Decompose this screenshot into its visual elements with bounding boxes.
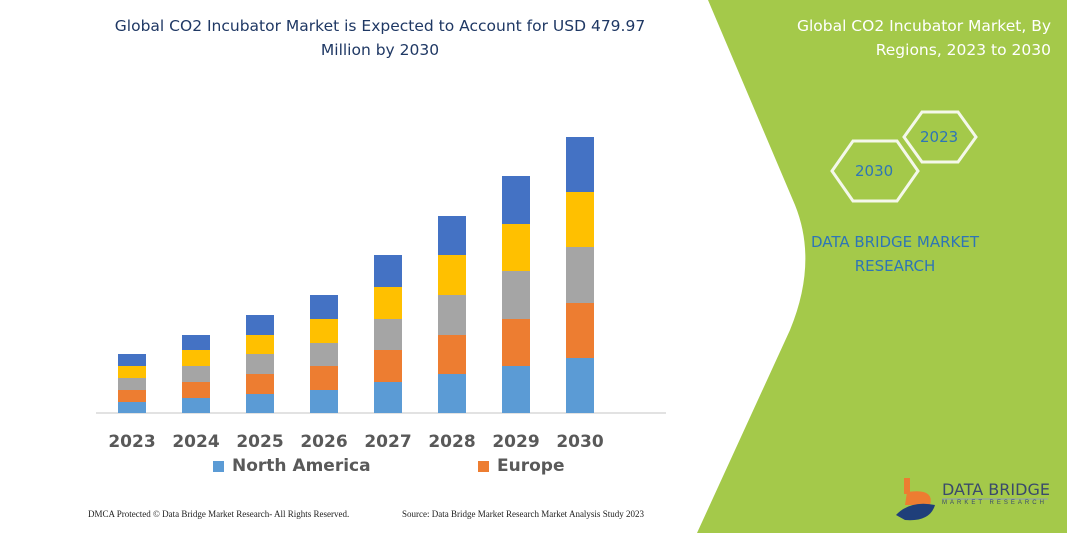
x-tick-label: 2025	[236, 432, 283, 452]
legend-swatch	[213, 460, 224, 472]
bar-segment-2028-s1	[438, 335, 466, 374]
bar-segment-2024-s3	[182, 350, 210, 366]
bar-segment-2027-s3	[374, 287, 402, 319]
footer-source: Source: Data Bridge Market Research Mark…	[402, 509, 644, 519]
bar-segment-2023-s4	[118, 354, 146, 366]
legend-label: Europe	[497, 456, 565, 476]
bar-segment-2025-s3	[246, 335, 274, 354]
bar-segment-2027-s0	[374, 382, 402, 413]
bar-segment-2025-s0	[246, 394, 274, 413]
bar-segment-2030-s1	[566, 303, 594, 358]
bar-segment-2023-s1	[118, 390, 146, 402]
bar-segment-2027-s1	[374, 350, 402, 382]
bar-segment-2025-s2	[246, 354, 274, 374]
bar-segment-2026-s2	[310, 343, 338, 366]
bar-segment-2029-s3	[502, 224, 530, 271]
footer-copyright: DMCA Protected © Data Bridge Market Rese…	[88, 509, 350, 519]
bar-segment-2026-s0	[310, 390, 338, 413]
bar-segment-2028-s0	[438, 374, 466, 413]
bar-segment-2023-s2	[118, 378, 146, 390]
x-tick-label: 2027	[364, 432, 411, 452]
logo-name: DATA BRIDGE	[942, 480, 1050, 499]
bar-segment-2024-s4	[182, 335, 210, 350]
bar-segment-2024-s2	[182, 366, 210, 382]
bar-segment-2030-s0	[566, 358, 594, 413]
hexagon-2023	[902, 110, 978, 164]
brand-text: DATA BRIDGE MARKET RESEARCH	[810, 233, 980, 275]
bar-segment-2027-s2	[374, 319, 402, 350]
bar-segment-2030-s3	[566, 192, 594, 247]
legend-europe: Europe	[478, 456, 564, 476]
bar-segment-2029-s0	[502, 366, 530, 413]
bar-segment-2024-s1	[182, 382, 210, 398]
bar-segment-2023-s3	[118, 366, 146, 378]
bar-segment-2030-s4	[566, 137, 594, 192]
legend-north-america: North America	[213, 456, 371, 476]
x-tick-label: 2028	[428, 432, 475, 452]
logo-sub: MARKET RESEARCH	[942, 500, 1047, 506]
bar-segment-2027-s4	[374, 255, 402, 287]
legend-label: North America	[232, 456, 371, 476]
logo-icon	[896, 478, 1048, 521]
bar-segment-2023-s0	[118, 402, 146, 413]
bar-segment-2025-s4	[246, 315, 274, 335]
bar-segment-2028-s4	[438, 216, 466, 255]
stacked-bar-chart: 2023 2024 2025 2026 2027 2028 2029 2030	[96, 137, 666, 452]
bar-segment-2024-s0	[182, 398, 210, 413]
x-tick-label: 2029	[492, 432, 539, 452]
bar-segment-2029-s1	[502, 319, 530, 366]
hex-label-2023: 2023	[920, 128, 959, 146]
bar-segment-2028-s2	[438, 295, 466, 335]
bar-segment-2029-s4	[502, 176, 530, 224]
bar-segment-2026-s1	[310, 366, 338, 390]
bar-segment-2028-s3	[438, 255, 466, 295]
bar-segment-2026-s3	[310, 319, 338, 343]
hexagon-2030	[830, 139, 920, 203]
x-tick-label: 2026	[300, 432, 347, 452]
x-tick-label: 2030	[556, 432, 603, 452]
hex-label-2030: 2030	[855, 162, 894, 180]
legend-swatch	[478, 460, 489, 472]
bar-segment-2026-s4	[310, 295, 338, 319]
x-tick-label: 2023	[108, 432, 155, 452]
panel-title: Global CO2 Incubator Market, By Regions,…	[796, 17, 1051, 59]
bar-segment-2029-s2	[502, 271, 530, 319]
bar-segment-2030-s2	[566, 247, 594, 303]
x-tick-label: 2024	[172, 432, 219, 452]
chart-title: Global CO2 Incubator Market is Expected …	[114, 17, 646, 59]
bar-segment-2025-s1	[246, 374, 274, 394]
